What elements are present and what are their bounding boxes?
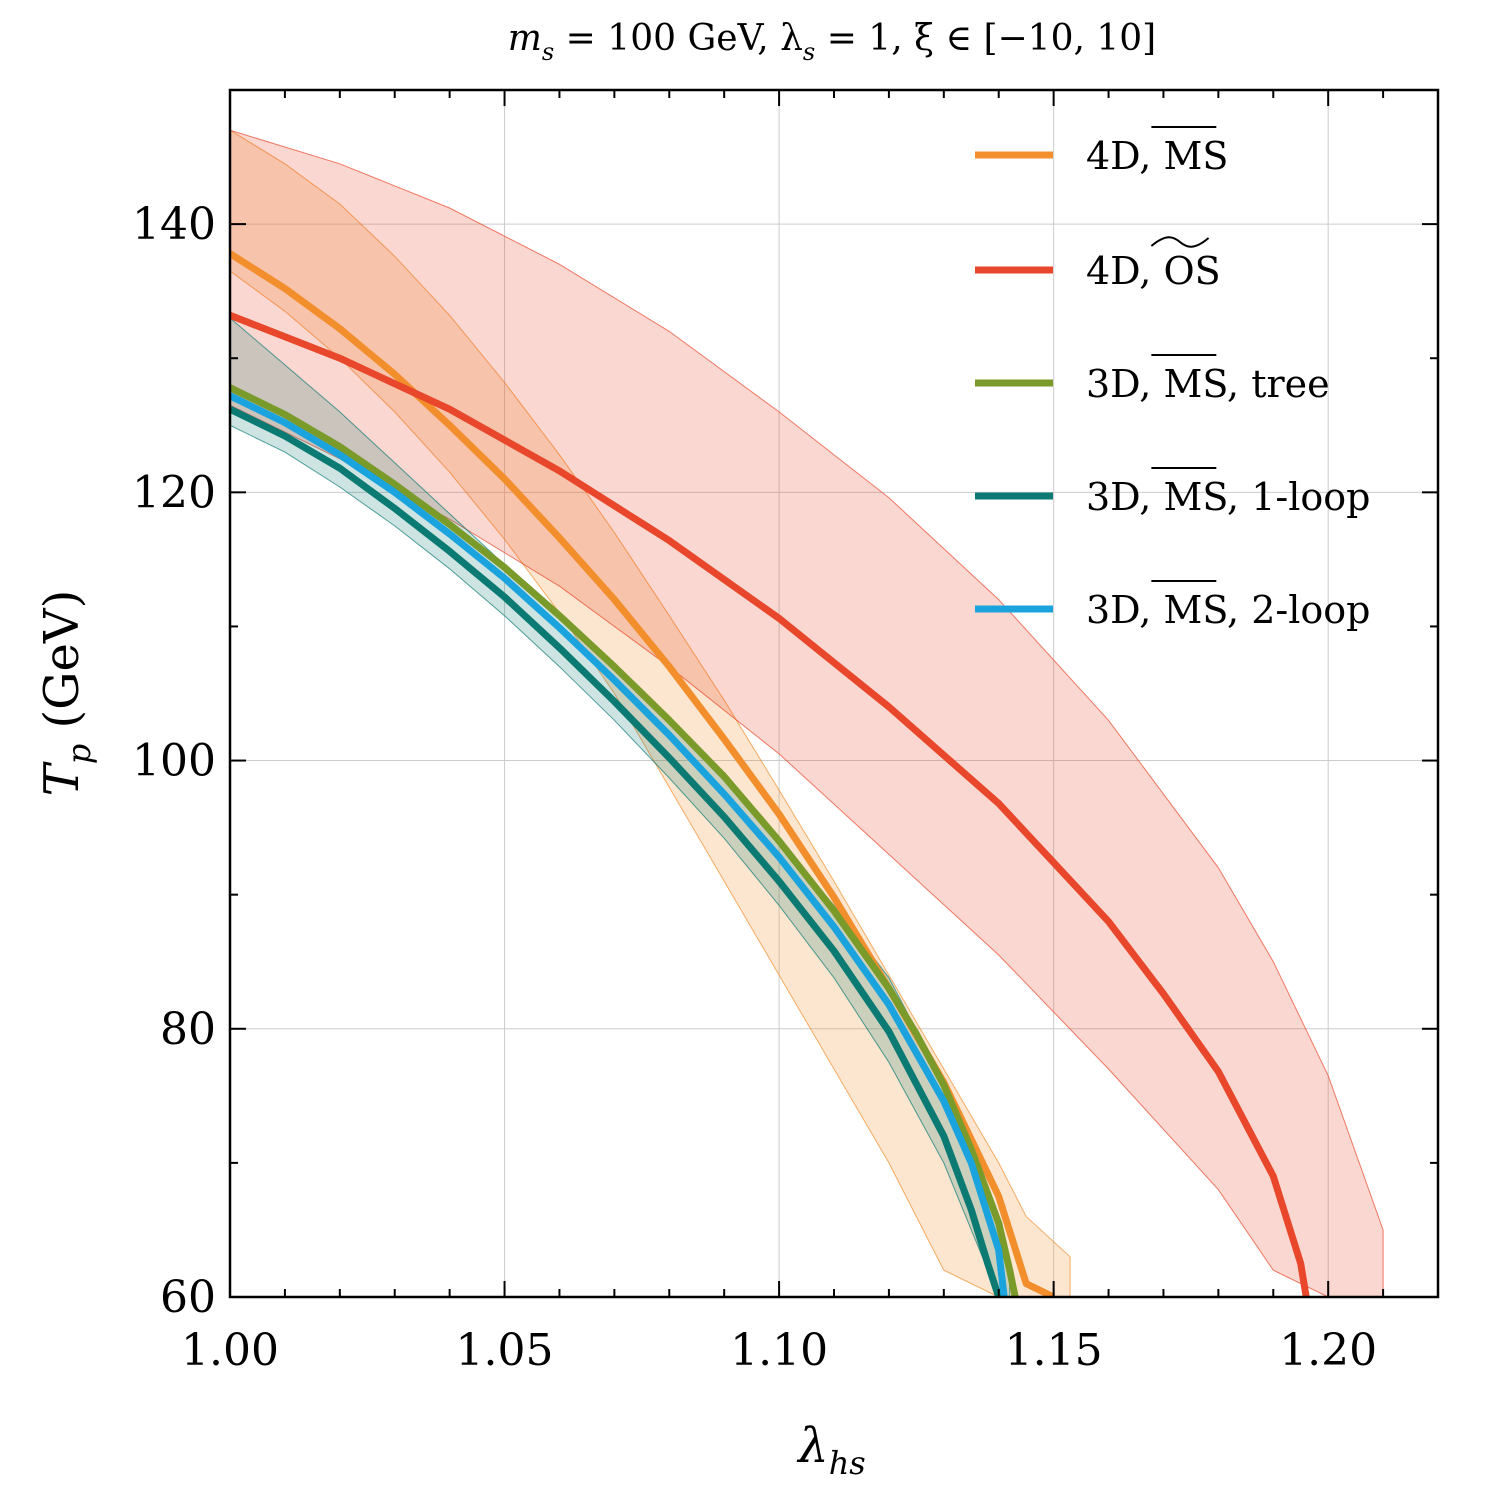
y-tick-label-2: 100: [132, 736, 216, 787]
axis-ticks: [229, 89, 1439, 1298]
legend-label-0: 4D, MS: [1086, 134, 1228, 178]
legend-label-3: 3D, MS, 1-loop: [1086, 475, 1370, 519]
legend-label-2: 3D, MS, tree: [1086, 362, 1330, 406]
y-tick-labels: 60 80 100 120 140: [132, 199, 216, 1323]
line-4d-os: [230, 312, 1310, 1297]
y-tick-label-1: 80: [160, 1004, 216, 1055]
x-axis-label: λhs: [796, 1418, 865, 1482]
y-tick-label-3: 120: [132, 467, 216, 518]
y-axis-label: Tp (GeV): [34, 590, 98, 797]
legend-label-1: 4D, OS: [1086, 249, 1221, 293]
x-tick-labels: 1.00 1.05 1.10 1.15 1.20: [181, 1325, 1377, 1376]
series-lines: [230, 250, 1310, 1297]
confidence-bands: [230, 129, 1384, 1297]
legend: 4D, MS 4D, OS 3D, MS, tree 3D, MS, 1-loop 3D…: [975, 126, 1370, 632]
chart-title: ms = 100 GeV, λs = 1, ξ ∈ [−10, 10]: [508, 18, 1156, 66]
line-3d-ms-tree: [230, 384, 1019, 1297]
x-tick-label-2: 1.10: [730, 1325, 828, 1376]
x-tick-label-1: 1.05: [456, 1325, 554, 1376]
y-tick-label-4: 140: [132, 199, 216, 250]
x-tick-label-3: 1.15: [1005, 1325, 1103, 1376]
line-3d-ms-1-loop: [230, 406, 1003, 1297]
x-tick-label-0: 1.00: [181, 1325, 279, 1376]
x-tick-label-4: 1.20: [1279, 1325, 1377, 1376]
legend-label-4: 3D, MS, 2-loop: [1086, 588, 1370, 632]
y-tick-label-0: 60: [160, 1272, 216, 1323]
legend-tilde-1: [1150, 236, 1210, 248]
line-3d-ms-2-loop: [230, 392, 1008, 1297]
band-4d-os: [230, 129, 1384, 1297]
